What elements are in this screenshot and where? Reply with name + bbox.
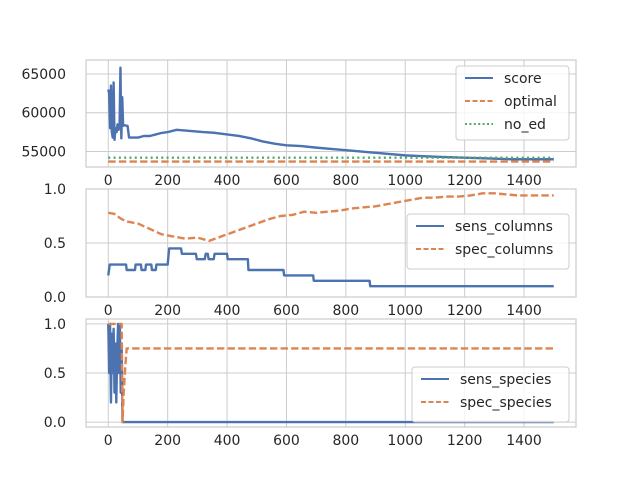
series-line-sens-columns xyxy=(107,247,554,288)
y-tick-label: 0.0 xyxy=(44,290,66,306)
series-line-score xyxy=(107,66,554,161)
legend: score optimal no_ed xyxy=(455,65,570,141)
x-tick-label: 600 xyxy=(273,173,300,189)
legend-box xyxy=(411,366,570,423)
x-tick-label: 0 xyxy=(104,303,113,319)
series-line-spec-species xyxy=(108,322,554,424)
y-tick-label: 55000 xyxy=(21,144,66,160)
legend-label: sens_species xyxy=(460,372,551,388)
legend: sens_species spec_species xyxy=(411,366,570,423)
axes-frame xyxy=(85,59,577,168)
panel-1: 0 200 400 600 800 1000 1200 1400 55000 60000 65000… xyxy=(21,59,577,189)
x-tick-label: 600 xyxy=(273,433,300,449)
y-tick-label: 1.0 xyxy=(44,182,66,198)
legend-box xyxy=(455,65,570,141)
legend-label: sens_columns xyxy=(455,219,553,235)
x-tick-label: 1200 xyxy=(447,303,483,319)
x-tick-label: 600 xyxy=(273,303,300,319)
axes-frame xyxy=(85,318,577,428)
x-tick-label: 0 xyxy=(104,433,113,449)
x-tick-label: 1400 xyxy=(506,433,542,449)
legend-box xyxy=(406,213,570,270)
x-tick-label: 1400 xyxy=(506,173,542,189)
panel-2: 0 200 400 600 800 1000 1200 1400 0.0 0.5 1.0 sens_c… xyxy=(44,182,577,319)
x-tick-label: 400 xyxy=(214,303,241,319)
x-tick-label: 400 xyxy=(214,433,241,449)
y-tick-label: 0.5 xyxy=(44,236,66,252)
x-tick-label: 1000 xyxy=(387,173,423,189)
y-tick-label: 0.5 xyxy=(44,366,66,382)
x-tick-label: 400 xyxy=(214,173,241,189)
series-line-sens-species xyxy=(107,322,554,424)
x-tick-label: 800 xyxy=(332,303,359,319)
legend: sens_columns spec_columns xyxy=(406,213,570,270)
x-tick-label: 0 xyxy=(104,173,113,189)
x-tick-label: 200 xyxy=(154,303,181,319)
y-tick-label: 0.0 xyxy=(44,415,66,431)
y-tick-label: 60000 xyxy=(21,106,66,122)
x-tick-label: 1000 xyxy=(387,303,423,319)
series-line-spec-columns xyxy=(108,192,554,243)
legend-label: score xyxy=(504,71,542,87)
x-tick-label: 200 xyxy=(154,173,181,189)
legend-label: spec_species xyxy=(460,395,552,411)
x-tick-label: 800 xyxy=(332,173,359,189)
x-tick-label: 1200 xyxy=(447,173,483,189)
x-tick-label: 200 xyxy=(154,433,181,449)
x-tick-label: 1200 xyxy=(447,433,483,449)
x-tick-label: 800 xyxy=(332,433,359,449)
y-tick-label: 65000 xyxy=(21,67,66,83)
legend-label: spec_columns xyxy=(455,242,553,258)
legend-label: no_ed xyxy=(504,117,546,133)
axes-frame xyxy=(85,188,577,298)
legend-label: optimal xyxy=(504,94,557,110)
x-tick-label: 1400 xyxy=(506,303,542,319)
panel-3: 0 200 400 600 800 1000 1200 1400 0.0 0.5 1.0 sens_s… xyxy=(44,317,577,449)
y-tick-label: 1.0 xyxy=(44,317,66,333)
x-tick-label: 1000 xyxy=(387,433,423,449)
